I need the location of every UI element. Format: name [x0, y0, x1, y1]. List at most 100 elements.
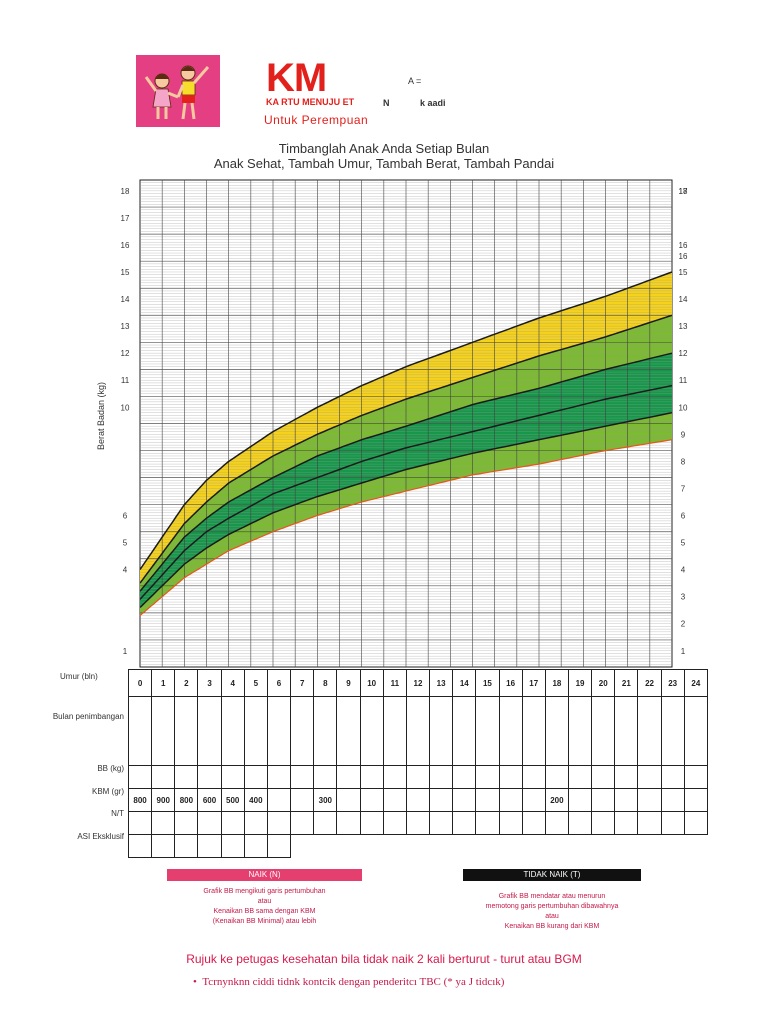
y-tick-left: 11	[121, 376, 130, 385]
table-cell	[545, 835, 568, 858]
y-tick-left: 18	[121, 187, 130, 196]
table-cell	[127, 834, 153, 858]
y-tick-left: 10	[121, 403, 130, 412]
y-tick-right: 14	[679, 295, 688, 304]
table-cell	[521, 696, 546, 766]
table-cell: 300	[313, 788, 338, 812]
table-cell	[405, 811, 431, 835]
table-cell	[243, 765, 268, 789]
table-cell	[174, 696, 199, 766]
nt-row	[127, 811, 708, 835]
table-cell	[174, 811, 199, 835]
table-cell	[359, 765, 384, 789]
table-cell	[313, 696, 338, 766]
table-cell	[243, 696, 268, 766]
naik-label: NAIK (N)	[167, 869, 362, 881]
table-cell	[197, 834, 222, 858]
table-cell	[452, 788, 477, 812]
table-cell: 9	[336, 669, 361, 697]
monitoring-table: 0 1 2 3 4 5 6 7 8 9 10 11 12 13 14 15 16 17 18 19 20 21 22 23 24…	[127, 669, 708, 858]
table-cell	[452, 811, 477, 835]
y-tick-right: 12	[679, 349, 688, 358]
table-cell	[498, 765, 523, 789]
table-cell	[660, 811, 685, 835]
table-cell: 14	[452, 669, 477, 697]
table-cell	[614, 765, 639, 789]
table-cell	[521, 765, 546, 789]
table-cell	[591, 765, 616, 789]
table-cell	[151, 696, 176, 766]
y-tick-right: 1	[681, 647, 686, 656]
children-illustration	[136, 55, 220, 127]
table-cell	[498, 811, 523, 835]
table-cell	[174, 834, 199, 858]
y-tick-right: 16	[679, 241, 688, 250]
table-cell	[429, 696, 454, 766]
y-tick-left: 14	[121, 295, 130, 304]
table-cell	[661, 835, 684, 858]
y-tick-left: 17	[121, 214, 130, 223]
table-cell: 8	[313, 669, 338, 697]
asi-row	[127, 834, 708, 858]
tidak-naik-line: Grafik BB mendatar atau menurun	[498, 893, 606, 900]
table-cell	[382, 696, 407, 766]
table-cell: 16	[498, 669, 523, 697]
table-cell	[290, 788, 315, 812]
table-cell	[197, 765, 222, 789]
table-cell	[243, 811, 268, 835]
referral-note: Rujuk ke petugas kesehatan bila tidak na…	[186, 952, 582, 966]
table-cell: 12	[405, 669, 431, 697]
table-cell: 18	[544, 669, 569, 697]
table-cell	[567, 811, 593, 835]
table-cell	[220, 811, 245, 835]
table-cell	[544, 811, 569, 835]
y-tick-right: 17	[679, 187, 688, 196]
y-tick-left: 4	[123, 566, 128, 575]
growth-curve	[139, 384, 673, 600]
header-fragment-a: A =	[408, 76, 422, 86]
kbm-row: 800 900 800 600 500 400 300 200	[127, 788, 708, 812]
table-cell	[220, 765, 245, 789]
table-cell: 0	[127, 669, 153, 697]
table-cell	[683, 788, 708, 812]
table-cell	[359, 788, 384, 812]
table-cell	[476, 835, 499, 858]
naik-line: Kenaikan BB sama dengan KBM	[213, 908, 316, 915]
table-cell	[637, 788, 662, 812]
band	[140, 385, 672, 608]
table-cell	[637, 696, 662, 766]
card-subtitle: Untuk Perempuan	[264, 113, 369, 127]
table-cell: 600	[197, 788, 222, 812]
y-tick-right: 18	[679, 187, 688, 196]
growth-curve	[139, 271, 673, 571]
tbc-note-text: Tcrnynknn ciddi tidnk kontcik dengan pen…	[202, 976, 505, 988]
table-cell	[429, 765, 454, 789]
y-tick-left: 6	[123, 511, 128, 520]
table-cell	[453, 835, 476, 858]
table-cell	[521, 788, 546, 812]
table-cell	[660, 696, 685, 766]
table-cell: 13	[429, 669, 454, 697]
growth-curve	[139, 439, 673, 617]
table-cell: 23	[660, 669, 685, 697]
table-cell	[220, 834, 245, 858]
y-tick-left: 5	[123, 539, 128, 548]
table-cell	[360, 835, 383, 858]
table-cell	[151, 834, 176, 858]
table-cell: 200	[544, 788, 569, 812]
table-cell	[475, 811, 500, 835]
y-axis-label: Berat Badan (kg)	[96, 382, 106, 450]
table-cell	[660, 788, 685, 812]
table-cell: 11	[382, 669, 407, 697]
table-cell	[337, 835, 360, 858]
table-cell	[406, 835, 429, 858]
table-cell	[290, 696, 315, 766]
table-cell	[452, 696, 477, 766]
table-cell	[567, 696, 593, 766]
table-cell	[522, 835, 545, 858]
tidak-naik-line: Kenaikan BB kurang dari KBM	[504, 923, 600, 930]
y-tick-left: 13	[121, 322, 130, 331]
growth-curve	[139, 352, 673, 592]
